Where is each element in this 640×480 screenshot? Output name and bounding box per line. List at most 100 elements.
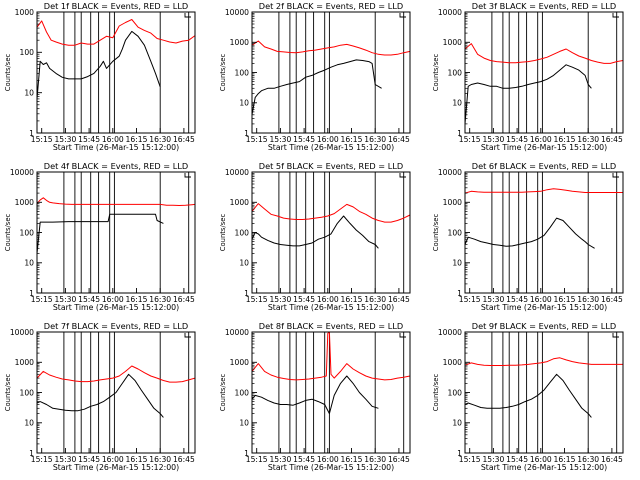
- y-axis-label: Counts/sec: [4, 54, 12, 92]
- plot-frame: [36, 171, 196, 294]
- y-tick-label: 10000: [10, 168, 34, 177]
- legend-marker: [399, 333, 406, 338]
- x-tick-label: 15:15: [246, 295, 268, 304]
- y-tick-label: 10000: [225, 168, 249, 177]
- x-tick-label: 16:15: [554, 295, 576, 304]
- x-tick-label: 16:30: [577, 295, 599, 304]
- x-axis-label: Start Time (26-Mar-15 15:12:00): [53, 463, 179, 472]
- x-tick-label: 16:30: [364, 135, 386, 144]
- x-tick-label: 16:30: [364, 295, 386, 304]
- y-tick-label: 1000: [230, 198, 249, 207]
- x-tick-label: 16:00: [530, 455, 552, 464]
- plot-frame: [251, 171, 411, 294]
- y-tick-label: 10000: [438, 328, 462, 337]
- series-events-line: [251, 215, 379, 249]
- x-tick-label: 16:45: [388, 135, 410, 144]
- y-tick-label: 1000: [443, 358, 462, 367]
- x-tick-label: 15:45: [78, 295, 100, 304]
- x-tick-label: 15:15: [459, 295, 481, 304]
- series-events-line: [251, 375, 379, 415]
- plot-frame: [464, 331, 624, 454]
- chart-title: Det 6f BLACK = Events, RED = LLD: [472, 161, 616, 171]
- x-tick-label: 16:15: [126, 455, 148, 464]
- y-tick-label: 100: [20, 388, 35, 397]
- series-events-line: [251, 59, 382, 115]
- series-lld-line: [36, 19, 196, 46]
- x-tick-label: 15:30: [54, 455, 76, 464]
- x-axis-label: Start Time (26-Mar-15 15:12:00): [481, 463, 607, 472]
- x-tick-label: 16:00: [317, 295, 339, 304]
- plot-frame: [251, 331, 411, 454]
- y-tick-label: 10000: [438, 168, 462, 177]
- x-axis-label: Start Time (26-Mar-15 15:12:00): [268, 303, 394, 312]
- y-tick-label: 10: [239, 419, 249, 428]
- x-tick-label: 15:45: [506, 455, 528, 464]
- legend-marker: [399, 173, 406, 178]
- chart-title: Det 9f BLACK = Events, RED = LLD: [472, 321, 616, 331]
- x-tick-label: 16:30: [149, 455, 171, 464]
- chart-title: Det 8f BLACK = Events, RED = LLD: [259, 321, 403, 331]
- series-lld-line: [251, 203, 411, 223]
- y-tick-label: 10000: [225, 8, 249, 17]
- y-tick-label: 1: [29, 449, 34, 458]
- plot-frame: [464, 11, 624, 134]
- y-tick-label: 100: [448, 68, 463, 77]
- x-tick-label: 16:00: [317, 455, 339, 464]
- chart-panel-det-5: 1 10 100 1000 10000 15:15 15:30 15:45 16:00 16:15…: [219, 161, 411, 312]
- x-tick-label: 16:45: [601, 135, 623, 144]
- y-tick-label: 1000: [15, 358, 34, 367]
- x-tick-label: 15:45: [78, 135, 100, 144]
- x-tick-label: 16:45: [601, 455, 623, 464]
- y-tick-label: 1000: [443, 198, 462, 207]
- y-tick-label: 100: [20, 228, 35, 237]
- chart-panel-det-9: 1 10 100 1000 10000 15:15 15:30 15:45 16:00 16:15…: [432, 321, 624, 472]
- x-tick-label: 16:15: [554, 455, 576, 464]
- chart-panel-det-6: 1 10 100 1000 10000 15:15 15:30 15:45 16:00 16:15…: [432, 161, 624, 312]
- x-axis-label: Start Time (26-Mar-15 15:12:00): [481, 303, 607, 312]
- y-tick-label: 100: [20, 48, 35, 57]
- x-tick-label: 15:30: [482, 135, 504, 144]
- chart-title: Det 4f BLACK = Events, RED = LLD: [44, 161, 188, 171]
- x-tick-label: 15:30: [269, 295, 291, 304]
- y-tick-label: 10: [452, 419, 462, 428]
- x-tick-label: 16:15: [126, 295, 148, 304]
- chart-title: Det 2f BLACK = Events, RED = LLD: [259, 1, 403, 11]
- y-tick-label: 1: [457, 289, 462, 298]
- y-axis-label: Counts/sec: [432, 54, 440, 92]
- series-events-line: [464, 64, 592, 124]
- y-axis-label: Counts/sec: [432, 374, 440, 412]
- series-lld-line: [464, 188, 623, 194]
- series-events-line: [464, 217, 595, 249]
- legend-marker: [612, 333, 619, 338]
- plot-frame: [251, 11, 411, 134]
- chart-title: Det 3f BLACK = Events, RED = LLD: [472, 1, 616, 11]
- x-tick-label: 16:30: [364, 455, 386, 464]
- x-tick-label: 16:00: [102, 135, 124, 144]
- y-tick-label: 100: [235, 388, 250, 397]
- x-tick-label: 15:30: [482, 295, 504, 304]
- y-tick-label: 10: [452, 99, 462, 108]
- x-tick-label: 16:00: [530, 295, 552, 304]
- y-tick-label: 10000: [10, 328, 34, 337]
- x-tick-label: 15:30: [269, 455, 291, 464]
- series-events-line: [36, 213, 164, 254]
- x-tick-label: 16:15: [341, 135, 363, 144]
- series-lld-line: [251, 40, 411, 56]
- legend-marker: [612, 173, 619, 178]
- x-tick-label: 15:30: [54, 295, 76, 304]
- chart-panel-det-3: 1 10 100 1000 10000 15:15 15:30 15:45 16:00 16:15…: [432, 1, 624, 152]
- x-tick-label: 16:00: [317, 135, 339, 144]
- x-axis-label: Start Time (26-Mar-15 15:12:00): [268, 463, 394, 472]
- series-lld-line: [251, 331, 411, 381]
- x-tick-label: 16:00: [530, 135, 552, 144]
- x-tick-label: 16:45: [173, 295, 195, 304]
- x-tick-label: 15:15: [31, 295, 53, 304]
- y-tick-label: 10: [24, 419, 34, 428]
- series-events-line: [36, 30, 161, 99]
- y-tick-label: 10: [24, 89, 34, 98]
- x-tick-label: 16:00: [102, 295, 124, 304]
- series-events-line: [36, 373, 164, 418]
- y-tick-label: 10: [239, 259, 249, 268]
- y-axis-label: Counts/sec: [219, 54, 227, 92]
